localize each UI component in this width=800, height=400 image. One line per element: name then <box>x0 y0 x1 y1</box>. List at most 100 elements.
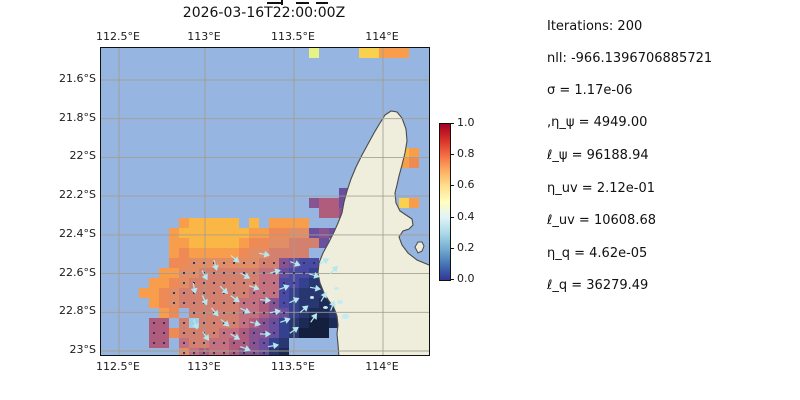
stipple-dot <box>203 282 205 284</box>
heatmap-cell <box>189 218 199 228</box>
stipple-dot <box>213 302 215 304</box>
stipple-dot <box>253 342 255 344</box>
x-tick-label: 113.5°E <box>271 360 315 373</box>
x-tick-label: 112.5°E <box>96 360 140 373</box>
heatmap-cell <box>369 48 379 58</box>
heatmap-cell <box>299 318 309 328</box>
quiver-arrow <box>329 265 339 275</box>
stipple-dot <box>243 352 245 354</box>
heatmap-cell <box>219 348 229 355</box>
heatmap-cell <box>279 228 289 238</box>
heatmap-cell <box>299 288 309 298</box>
heatmap-cell <box>199 228 209 238</box>
stipple-dot <box>163 322 165 324</box>
stipple-dot <box>213 332 215 334</box>
stipple-dot <box>273 282 275 284</box>
heatmap-cell <box>209 248 219 258</box>
heatmap-cell <box>169 268 179 278</box>
colorbar-tick-label: 1.0 <box>457 116 475 129</box>
heatmap-cell <box>169 228 179 238</box>
y-tick-label: 23°S <box>69 343 96 356</box>
heatmap-cell <box>299 328 309 338</box>
heatmap-cell <box>209 348 219 355</box>
stipple-dot <box>183 322 185 324</box>
heatmap-cell <box>309 288 319 298</box>
quiver-arrow <box>249 284 260 291</box>
heatmap-cell <box>309 228 319 238</box>
heatmap-cell <box>279 318 289 328</box>
heatmap-cell <box>279 248 289 258</box>
stipple-dot <box>253 312 255 314</box>
y-tick-label: 22.8°S <box>59 304 96 318</box>
quiver-arrow <box>280 317 291 324</box>
y-tick-label: 22.2°S <box>59 188 96 202</box>
heatmap-cell <box>239 238 249 248</box>
colorbar-tick <box>450 247 454 249</box>
stipple-dot <box>193 282 195 284</box>
stipple-dot <box>203 262 205 264</box>
heatmap-cell <box>269 218 279 228</box>
plot-title: 2026-03-16T22:00:00Z <box>182 5 346 21</box>
stipple-dot <box>213 262 215 264</box>
stipple-dot <box>213 322 215 324</box>
quiver-arrow <box>230 254 240 263</box>
heatmap-cell <box>189 238 199 248</box>
heatmap-cell <box>299 238 309 248</box>
stat-line: σ = 1.17e-06 <box>547 83 633 98</box>
stipple-dot <box>193 342 195 344</box>
heatmap-cell <box>299 228 309 238</box>
stipple-dot <box>233 272 235 274</box>
heatmap-cell <box>179 258 189 268</box>
stipple-dot <box>153 342 155 344</box>
stipple-dot <box>253 352 255 354</box>
heatmap-cell <box>299 218 309 228</box>
heatmap-cell <box>269 228 279 238</box>
heatmap-cell <box>319 198 329 208</box>
y-tick-label: 22.6°S <box>59 265 96 279</box>
heatmap-cell <box>159 278 169 288</box>
stipple-dot <box>223 272 225 274</box>
heatmap-cell <box>159 288 169 298</box>
stipple-dot <box>163 332 165 334</box>
stipple-dot <box>233 312 235 314</box>
quiver-arrow <box>290 260 301 267</box>
stipple-dot <box>273 292 275 294</box>
heatmap-cell <box>319 318 329 328</box>
heatmap-cell <box>329 308 339 318</box>
heatmap-cell <box>179 228 189 238</box>
clipped-text-mark <box>281 0 283 5</box>
stipple-dot <box>253 262 255 264</box>
quiver-arrow <box>230 333 241 340</box>
islet <box>342 314 349 319</box>
x-tick-label: 113°E <box>187 30 221 43</box>
heatmap-cell <box>269 238 279 248</box>
heatmap-cell <box>279 238 289 248</box>
x-tick-label: 113°E <box>187 360 221 373</box>
heatmap-cell <box>409 158 419 168</box>
heatmap-cell <box>239 348 249 355</box>
heatmap-cell <box>199 248 209 258</box>
stipple-dot <box>273 302 275 304</box>
stat-line: η_q = 4.62e-05 <box>547 246 648 261</box>
stipple-dot <box>223 282 225 284</box>
stipple-dot <box>233 342 235 344</box>
quiver-arrow <box>308 272 320 279</box>
stipple-dot <box>183 342 185 344</box>
colorbar-tick <box>450 123 454 124</box>
heatmap-cell <box>159 308 169 318</box>
stipple-dot <box>183 292 185 294</box>
heatmap-cell <box>249 218 259 228</box>
quiver-arrow <box>212 259 219 271</box>
heatmap-cell <box>329 198 339 208</box>
heatmap-cell <box>249 228 259 238</box>
colorbar-tick <box>450 154 454 156</box>
stipple-dot <box>283 282 285 284</box>
stipple-dot <box>223 352 225 354</box>
heatmap-cell <box>389 48 399 58</box>
heatmap-cell <box>309 308 319 318</box>
stipple-dot <box>173 292 175 294</box>
heatmap-cell <box>219 228 229 238</box>
heatmap-cell <box>279 218 289 228</box>
y-tick-label: 21.8°S <box>59 110 96 124</box>
heatmap-cell <box>309 328 319 338</box>
